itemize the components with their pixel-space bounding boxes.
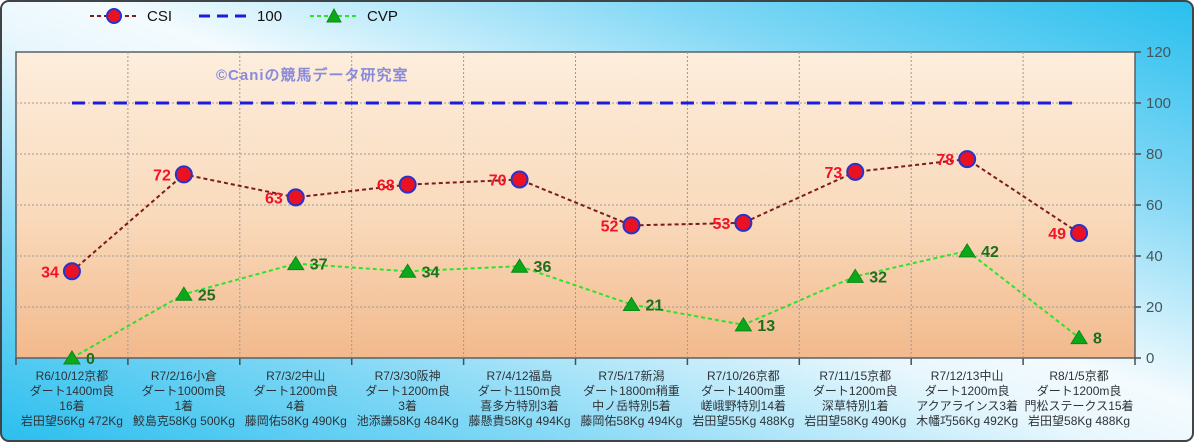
csi-value-label: 68	[377, 178, 395, 195]
legend-item-csi: CSI	[88, 7, 172, 25]
csi-value-label: 72	[153, 167, 171, 184]
cvp-value-label: 36	[534, 259, 552, 276]
x-axis-category-label: R7/5/17新潟ダート1800m稍重中ノ岳特別5着藤岡佑58Kg 494Kg	[580, 368, 682, 428]
x-axis-category-label: R7/2/16小倉ダート1000m良 1着鮫島克58Kg 500Kg	[133, 368, 235, 428]
y-axis-tick-label: 40	[1146, 248, 1163, 265]
cvp-point-marker	[734, 316, 753, 332]
legend-label-csi: CSI	[147, 7, 173, 25]
csi-point-marker	[510, 170, 529, 189]
cvp-point-marker	[63, 350, 81, 365]
csi-point-marker	[846, 162, 865, 181]
cvp-value-label: 32	[869, 269, 887, 286]
cvp-point-marker	[286, 255, 305, 271]
csi-line	[71, 158, 1080, 273]
csi-point-marker	[1070, 224, 1089, 243]
cvp-point-marker	[398, 263, 417, 278]
legend-label-100: 100	[257, 7, 283, 25]
cvp-point-marker	[622, 296, 641, 311]
legend-item-100: 100	[198, 7, 282, 25]
csi-point-marker	[62, 262, 81, 281]
cvp-value-label: 37	[310, 257, 328, 274]
cvp-point-marker	[846, 268, 865, 283]
x-axis-category-label: R7/12/13中山ダート1200m良アクアラインス3着木幡巧56Kg 492K…	[916, 368, 1018, 428]
csi-point-marker	[622, 216, 641, 235]
watermark: ©Caniの競馬データ研究室	[216, 67, 409, 84]
y-axis-tick-label: 100	[1146, 95, 1171, 112]
y-axis-tick-label: 0	[1146, 350, 1154, 367]
cvp-value-label: 13	[757, 318, 775, 335]
csi-series-sample-icon	[90, 8, 138, 24]
legend-label-cvp: CVP	[367, 7, 398, 25]
reference-line-sample-icon	[199, 14, 250, 18]
x-axis-category-label: R7/10/26京都ダート1400m重嵯峨野特別14着岩田望55Kg 488Kg	[692, 369, 794, 428]
cvp-series-sample-icon	[310, 7, 359, 23]
csi-value-label: 78	[936, 152, 954, 169]
cvp-value-label: 42	[981, 244, 999, 261]
y-axis-tick-label: 80	[1146, 146, 1163, 163]
x-axis-category-label: R7/3/30阪神ダート1200m良 3着池添謙58Kg 484Kg	[357, 369, 459, 428]
cvp-value-label: 21	[645, 297, 663, 314]
y-axis-tick-label: 120	[1146, 44, 1171, 61]
csi-point-marker	[286, 188, 305, 207]
cvp-value-label: 34	[422, 264, 440, 281]
x-axis-category-label: R7/3/2中山ダート1200m良 4着藤岡佑58Kg 490Kg	[245, 368, 347, 428]
csi-value-label: 70	[489, 173, 507, 190]
cvp-value-label: 8	[1093, 331, 1102, 348]
csi-value-label: 49	[1048, 226, 1066, 243]
x-axis-category-label: R7/4/12福島ダート1150m良喜多方特別3着藤懸貴58Kg 494Kg	[469, 368, 571, 428]
csi-value-label: 63	[265, 190, 283, 207]
y-axis-tick-label: 20	[1146, 299, 1163, 316]
cvp-point-marker	[1070, 329, 1088, 345]
csi-point-marker	[398, 175, 417, 194]
legend-item-cvp: CVP	[308, 7, 398, 25]
chart-legend: CSI 100 CVP	[88, 7, 398, 25]
csi-point-marker	[174, 165, 193, 184]
y-axis-tick-label: 60	[1146, 197, 1163, 214]
cvp-point-marker	[958, 242, 977, 258]
x-axis-category-label: R8/1/5京都ダート1200m良門松ステークス15着岩田望58Kg 488Kg	[1025, 369, 1134, 428]
csi-value-label: 34	[41, 264, 59, 281]
csi-point-marker	[958, 150, 977, 169]
cvp-value-label: 0	[86, 351, 95, 368]
x-axis-category-label: R7/11/15京都ダート1200m良深草特別1着岩田望58Kg 490Kg	[804, 369, 906, 428]
csi-point-marker	[734, 213, 753, 232]
csi-value-label: 52	[601, 218, 619, 235]
cvp-line	[71, 249, 1080, 359]
cvp-point-marker	[510, 258, 529, 273]
csi-value-label: 53	[713, 216, 731, 233]
cvp-value-label: 25	[198, 287, 216, 304]
cvp-point-marker	[174, 286, 193, 301]
csi-value-label: 73	[824, 165, 842, 182]
x-axis-category-label: R6/10/12京都ダート1400m良 16着岩田望56Kg 472Kg	[21, 369, 123, 428]
